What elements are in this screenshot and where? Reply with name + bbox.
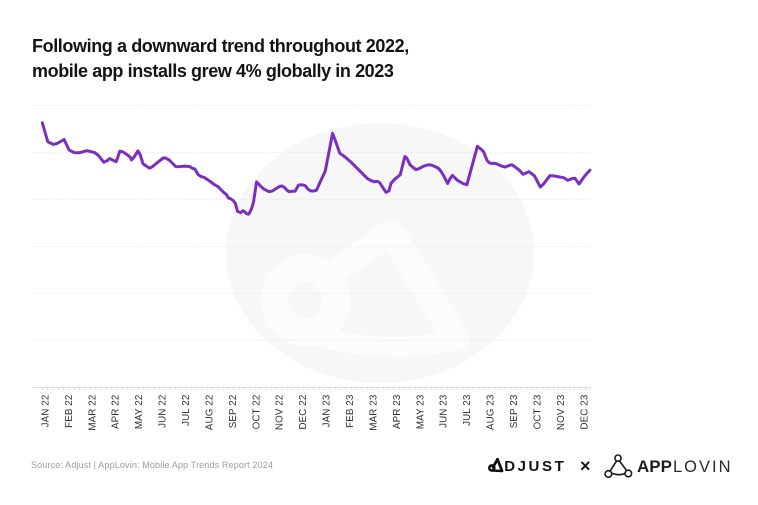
svg-text:NOV 23: NOV 23 xyxy=(556,394,567,430)
svg-text:JUN 22: JUN 22 xyxy=(158,395,169,428)
svg-text:APR 22: APR 22 xyxy=(111,395,122,429)
svg-text:MAR 22: MAR 22 xyxy=(87,395,98,431)
svg-text:JAN 22: JAN 22 xyxy=(40,395,51,428)
svg-text:DEC 22: DEC 22 xyxy=(298,395,309,430)
svg-text:MAY 22: MAY 22 xyxy=(134,395,145,430)
svg-text:MAR 23: MAR 23 xyxy=(368,394,379,430)
svg-text:APR 23: APR 23 xyxy=(392,394,403,429)
svg-text:JUN 23: JUN 23 xyxy=(439,394,450,428)
svg-text:SEP 23: SEP 23 xyxy=(509,394,520,428)
svg-text:LOVIN: LOVIN xyxy=(673,458,733,476)
svg-text:AUG 22: AUG 22 xyxy=(204,395,215,430)
svg-text:OCT 22: OCT 22 xyxy=(251,395,262,430)
svg-text:APP: APP xyxy=(637,457,672,476)
svg-text:NOV 22: NOV 22 xyxy=(275,395,286,430)
svg-text:DEC 23: DEC 23 xyxy=(579,394,590,429)
svg-text:JUL 22: JUL 22 xyxy=(181,395,192,426)
svg-text:FEB 22: FEB 22 xyxy=(64,395,75,428)
svg-text:OCT 23: OCT 23 xyxy=(532,394,543,429)
svg-text:JUL 23: JUL 23 xyxy=(462,394,473,426)
svg-text:JAN 23: JAN 23 xyxy=(322,394,333,427)
svg-text:DJUST: DJUST xyxy=(504,458,566,475)
svg-text:FEB 23: FEB 23 xyxy=(345,394,356,428)
svg-text:MAY 23: MAY 23 xyxy=(415,394,426,429)
svg-text:SEP 22: SEP 22 xyxy=(228,395,239,429)
svg-text:AUG 23: AUG 23 xyxy=(486,394,497,430)
